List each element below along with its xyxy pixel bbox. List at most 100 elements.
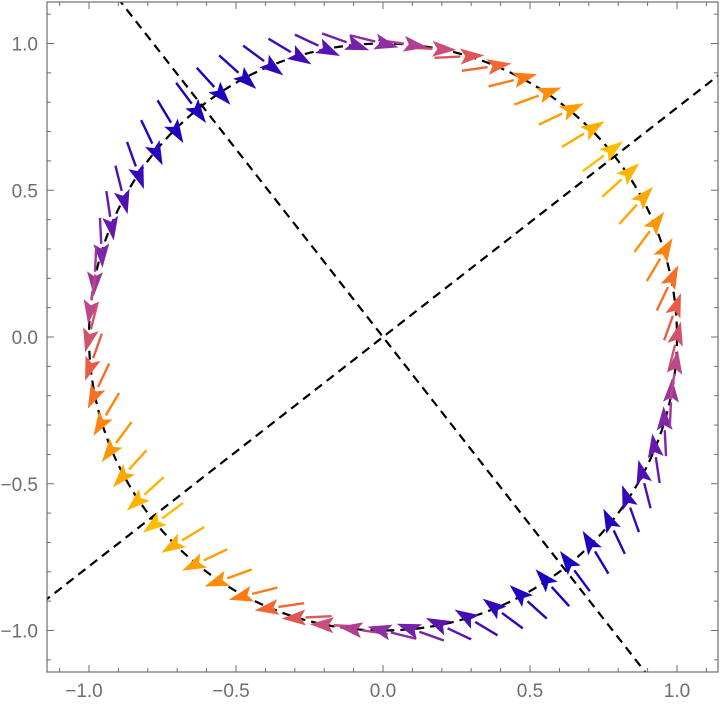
arrow-head <box>338 622 364 639</box>
arrow-shaft <box>251 586 278 596</box>
plot-frame <box>46 1 719 673</box>
vector-arrow <box>242 44 284 76</box>
vector-arrow <box>254 599 305 615</box>
vector-arrow <box>667 321 683 371</box>
arrow-head <box>161 533 187 553</box>
arrow-head <box>599 141 624 162</box>
arrow-head <box>636 459 652 486</box>
vector-arrow <box>204 568 253 587</box>
x-tick-label: −1.0 <box>65 681 103 702</box>
arrow-head <box>101 438 123 463</box>
arrow-shaft <box>195 66 216 88</box>
arrow-shaft <box>573 569 591 592</box>
vector-arrow <box>87 362 111 409</box>
arrow-head <box>145 140 163 166</box>
vector-arrow <box>509 585 548 620</box>
arrow-shaft <box>140 119 154 145</box>
vector-arrow <box>482 598 524 630</box>
arrow-shaft <box>593 550 610 575</box>
arrow-shaft <box>91 333 103 359</box>
arrow-shaft <box>633 230 651 253</box>
arrow-shaft <box>90 274 97 301</box>
arrow-head <box>373 33 399 50</box>
vector-arrow <box>228 586 278 602</box>
arrow-head <box>343 34 370 51</box>
arrow-shaft <box>181 525 205 542</box>
arrow-head <box>228 586 255 602</box>
arrow-shaft <box>643 482 652 509</box>
arrow-head <box>660 265 679 291</box>
vector-arrow <box>140 119 163 166</box>
arrow-shaft <box>645 258 662 282</box>
arrow-shaft <box>461 65 488 73</box>
arrow-head <box>666 349 683 375</box>
vector-arrow <box>218 54 257 89</box>
arrow-shaft <box>618 203 638 225</box>
vector-arrow <box>647 433 664 484</box>
vector-arrow <box>603 508 626 555</box>
arrow-shaft <box>488 78 515 88</box>
vector-arrow <box>663 293 681 341</box>
vector-arrow <box>321 32 370 51</box>
y-tick-label: −1.0 <box>0 622 38 643</box>
arrow-head <box>535 569 558 593</box>
arrow-head <box>482 598 507 620</box>
arrow-shaft <box>667 344 677 371</box>
arrow-shaft <box>98 217 103 244</box>
vector-arrow <box>83 303 99 353</box>
vector-arrow <box>461 59 512 75</box>
arrow-shaft <box>114 165 123 192</box>
arrow-head <box>630 186 654 210</box>
arrow-shaft <box>612 529 626 555</box>
arrow-shaft <box>242 44 265 63</box>
arrow-shaft <box>418 630 445 642</box>
arrow-shaft <box>96 362 111 388</box>
arrow-shaft <box>278 601 305 609</box>
x-tick-label: −0.5 <box>212 681 250 702</box>
vector-arrow <box>85 333 103 381</box>
arrow-head <box>667 321 683 347</box>
arrow-shaft <box>143 476 165 496</box>
arrow-shaft <box>203 548 228 562</box>
vector-arrow <box>195 66 231 105</box>
arrow-head <box>579 121 605 141</box>
vector-arrow <box>513 87 562 106</box>
arrow-head <box>509 585 533 608</box>
arrow-shaft <box>218 54 240 74</box>
arrow-head <box>603 508 621 534</box>
arrow-shaft <box>125 141 137 167</box>
vector-arrow <box>161 525 205 553</box>
arrow-head <box>83 327 99 353</box>
y-tick-label: 0.5 <box>12 181 38 202</box>
arrow-head <box>112 464 136 488</box>
arrow-shaft <box>294 33 319 47</box>
arrow-head <box>536 87 562 104</box>
vector-arrow <box>582 530 610 575</box>
arrow-head <box>254 599 280 615</box>
arrow-shaft <box>629 507 641 533</box>
arrow-shaft <box>513 94 540 106</box>
arrow-head <box>653 238 673 263</box>
y-axis-tick-labels: 1.0 0.5 0.0 −0.5 −1.0 <box>0 35 38 643</box>
arrow-head <box>647 433 664 459</box>
arrow-head <box>431 40 457 57</box>
x-axis-tick-labels: −1.0 −0.5 0.0 0.5 1.0 <box>65 681 690 702</box>
arrow-shaft <box>663 430 668 457</box>
arrow-head <box>128 163 144 189</box>
arrow-shaft <box>668 402 673 429</box>
arrow-shaft <box>561 132 585 149</box>
x-tick-label: 0.5 <box>517 681 543 702</box>
axis-ticks <box>47 2 718 672</box>
vector-arrow <box>622 485 641 533</box>
vector-arrow <box>267 37 312 65</box>
arrow-head <box>281 609 307 626</box>
arrow-head <box>622 485 638 511</box>
vector-arrow <box>281 609 332 626</box>
vector-arrow <box>454 609 499 637</box>
vector-arrow <box>655 265 679 312</box>
arrow-head <box>164 118 184 144</box>
arrow-head <box>286 45 312 65</box>
